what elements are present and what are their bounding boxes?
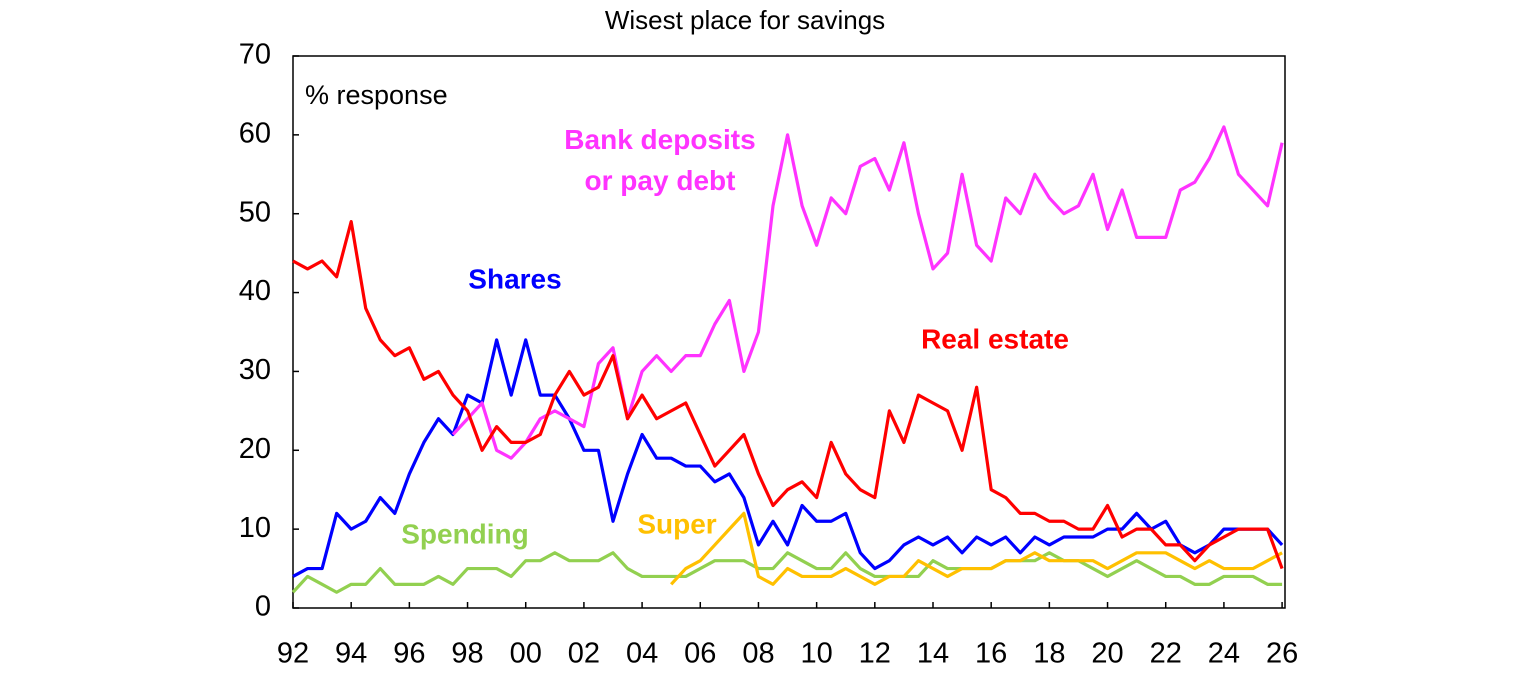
x-tick-label: 12	[859, 638, 891, 670]
x-tick-label: 06	[684, 638, 716, 670]
x-tick-label: 14	[917, 638, 949, 670]
y-tick-label: 30	[239, 354, 271, 386]
x-tick-label: 24	[1208, 638, 1240, 670]
x-tick-label: 26	[1266, 638, 1298, 670]
series-line	[670, 511, 1283, 586]
series-line	[292, 220, 1284, 570]
x-tick-label: 16	[975, 638, 1007, 670]
chart-title: Wisest place for savings	[605, 5, 885, 35]
y-axis-label: % response	[305, 80, 448, 110]
series-label: Spending	[401, 518, 529, 549]
x-tick-label: 08	[742, 638, 774, 670]
y-tick-label: 60	[239, 118, 271, 150]
plot-frame	[292, 55, 1286, 609]
y-tick-label: 10	[239, 512, 271, 544]
x-tick-label: 02	[568, 638, 600, 670]
x-tick-label: 98	[451, 638, 483, 670]
series-label: Bank deposits or pay debt	[564, 124, 755, 196]
series-line	[291, 551, 1283, 594]
x-tick-label: 00	[510, 638, 542, 670]
x-tick-label: 10	[801, 638, 833, 670]
series-label: Shares	[468, 263, 561, 294]
y-tick-label: 70	[239, 39, 271, 71]
y-tick-label: 0	[255, 591, 271, 623]
series-label: Real estate	[921, 323, 1069, 354]
x-tick-label: 96	[393, 638, 425, 670]
x-tick-label: 22	[1150, 638, 1182, 670]
series-label: Super	[637, 508, 716, 539]
x-tick-label: 92	[277, 638, 309, 670]
y-tick-label: 50	[239, 196, 271, 228]
y-tick-label: 20	[239, 433, 271, 465]
y-tick-label: 40	[239, 275, 271, 307]
x-tick-label: 04	[626, 638, 658, 670]
x-tick-label: 18	[1033, 638, 1065, 670]
x-tick-label: 94	[335, 638, 367, 670]
series-line	[451, 125, 1284, 460]
x-tick-label: 20	[1091, 638, 1123, 670]
